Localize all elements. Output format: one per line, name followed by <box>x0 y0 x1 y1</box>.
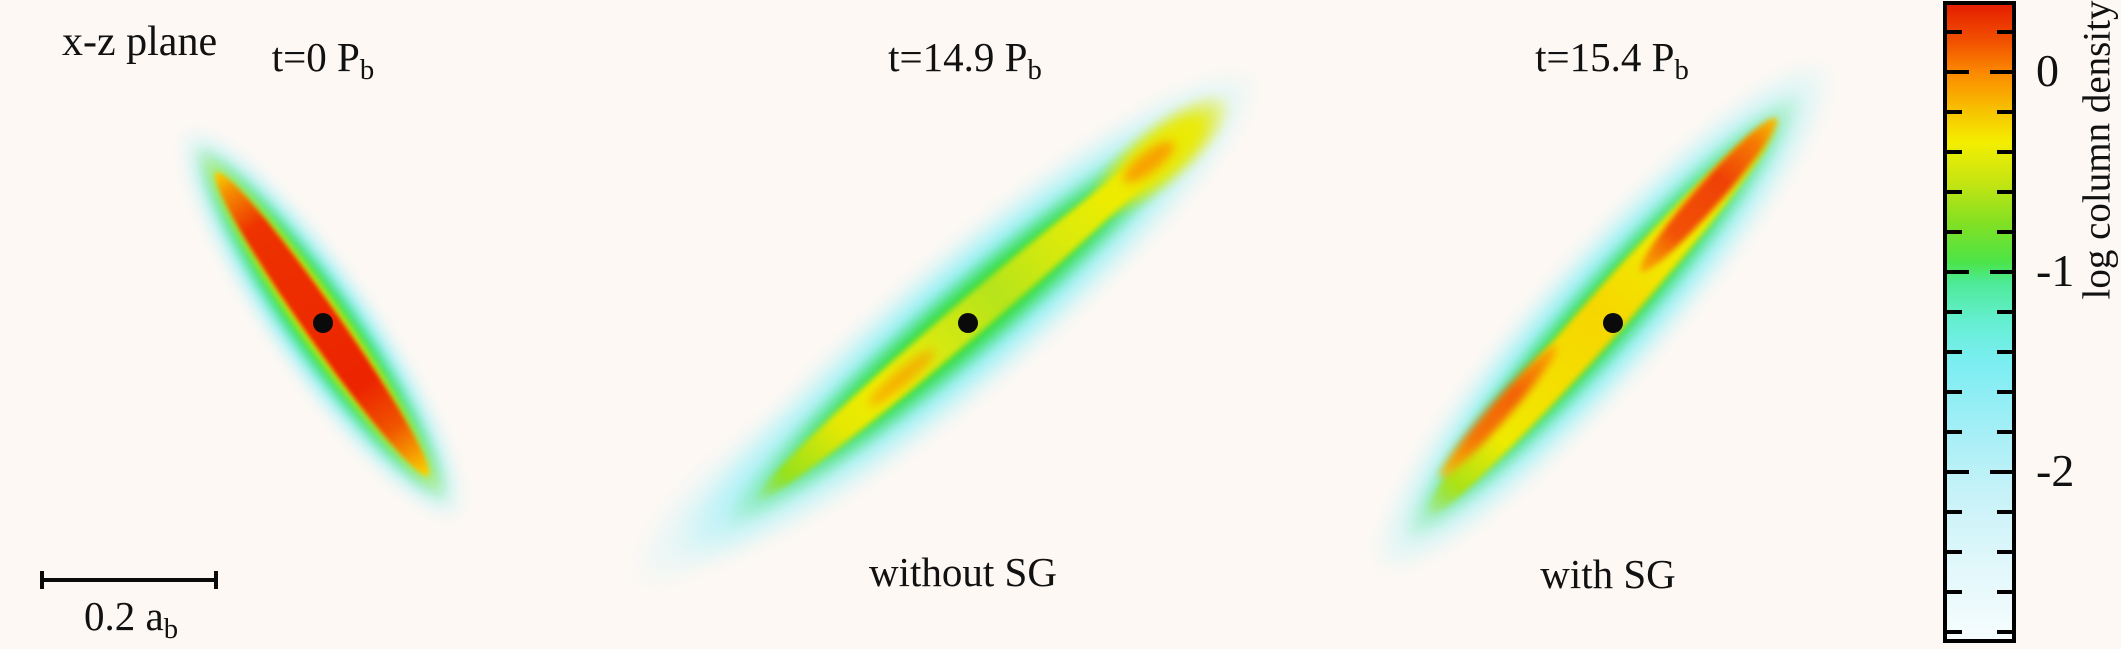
binary-center-dot-3 <box>1603 313 1623 333</box>
colorbar-title: log column density <box>2075 0 2119 300</box>
colorbar-tick <box>1997 430 2012 434</box>
scale-bar-line <box>40 578 218 582</box>
colorbar-tick <box>1997 230 2012 234</box>
colorbar-tick <box>1997 390 2012 394</box>
colorbar-tick <box>1997 590 2012 594</box>
scale-bar-left-cap <box>40 571 44 589</box>
scale-bar-label-main: 0.2 a <box>84 593 164 639</box>
colorbar-tick <box>1990 470 2012 474</box>
colorbar-tick <box>1947 150 1962 154</box>
plane-label: x-z plane <box>62 19 218 65</box>
colorbar-tick <box>1947 310 1962 314</box>
colorbar-tick <box>1947 550 1962 554</box>
panel2-time-label: t=14.9 Pb <box>888 33 1042 86</box>
colorbar-tick <box>1997 150 2012 154</box>
colorbar-tick <box>1947 590 1962 594</box>
colorbar-tick <box>1997 630 2012 634</box>
colorbar-tick-label: -1 <box>2036 245 2075 296</box>
colorbar-tick <box>1997 550 2012 554</box>
panel1-time-main: t=0 P <box>271 34 360 80</box>
panel3-time-main: t=15.4 P <box>1535 34 1675 80</box>
colorbar-tick <box>1990 270 2012 274</box>
colorbar-tick-label: -2 <box>2036 445 2075 496</box>
colorbar <box>1943 1 2016 643</box>
panel3-time-label: t=15.4 Pb <box>1535 33 1689 86</box>
scale-bar-label: 0.2 ab <box>84 592 178 645</box>
panel2-caption: without SG <box>869 549 1057 595</box>
colorbar-tick <box>1947 430 1962 434</box>
scale-bar-label-subscript: b <box>163 613 179 646</box>
colorbar-tick <box>1947 390 1962 394</box>
colorbar-tick <box>1947 70 1969 74</box>
colorbar-tick <box>1947 30 1962 34</box>
colorbar-tick <box>1947 110 1962 114</box>
colorbar-gradient <box>1947 5 2012 639</box>
panel1-time-label: t=0 Pb <box>271 33 374 86</box>
colorbar-tick <box>1997 30 2012 34</box>
colorbar-tick <box>1947 630 1962 634</box>
panel3-caption: with SG <box>1540 551 1676 597</box>
colorbar-tick <box>1997 110 2012 114</box>
colorbar-tick <box>1997 510 2012 514</box>
panel2-time-subscript: b <box>1027 54 1042 87</box>
colorbar-tick <box>1997 190 2012 194</box>
panel2-time-main: t=14.9 P <box>888 34 1028 80</box>
colorbar-tick <box>1990 70 2012 74</box>
colorbar-tick <box>1997 350 2012 354</box>
panel1-time-subscript: b <box>359 54 375 87</box>
panel3-time-subscript: b <box>1674 54 1689 87</box>
colorbar-tick <box>1947 270 1969 274</box>
binary-center-dot-1 <box>313 313 333 333</box>
colorbar-tick-label: 0 <box>2036 45 2059 96</box>
binary-center-dot-2 <box>958 313 978 333</box>
colorbar-tick <box>1947 230 1962 234</box>
colorbar-tick <box>1947 470 1969 474</box>
scale-bar-right-cap <box>214 571 218 589</box>
colorbar-tick <box>1997 310 2012 314</box>
colorbar-tick <box>1947 510 1962 514</box>
colorbar-tick <box>1947 350 1962 354</box>
colorbar-tick <box>1947 190 1962 194</box>
